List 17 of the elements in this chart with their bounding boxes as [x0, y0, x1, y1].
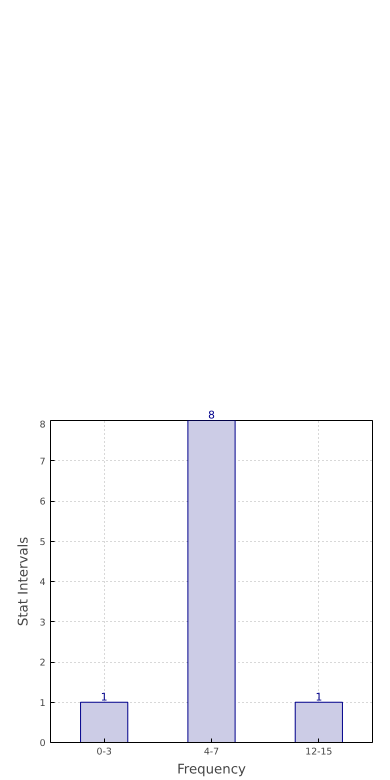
data-label: 8: [208, 408, 216, 422]
x-tick-label: 12-15: [305, 746, 332, 758]
data-label: 1: [100, 690, 108, 704]
y-tick-label: 4: [40, 577, 46, 588]
y-tick-label: 6: [40, 496, 46, 508]
x-tick-label: 4-7: [204, 746, 220, 758]
x-axis-title: Frequency: [177, 762, 246, 778]
y-tick-label: 2: [40, 658, 46, 668]
y-tick-label: 8: [40, 420, 46, 430]
y-tick-label: 3: [40, 617, 46, 628]
data-label: 1: [315, 690, 322, 704]
y-tick-label: 1: [40, 698, 46, 709]
x-tick-label: 0-3: [96, 746, 112, 758]
y-tick-label: 7: [40, 456, 46, 468]
y-tick-label: 0: [40, 738, 46, 749]
y-tick-label: 5: [40, 536, 46, 548]
y-axis-title: Stat Intervals: [16, 536, 32, 626]
